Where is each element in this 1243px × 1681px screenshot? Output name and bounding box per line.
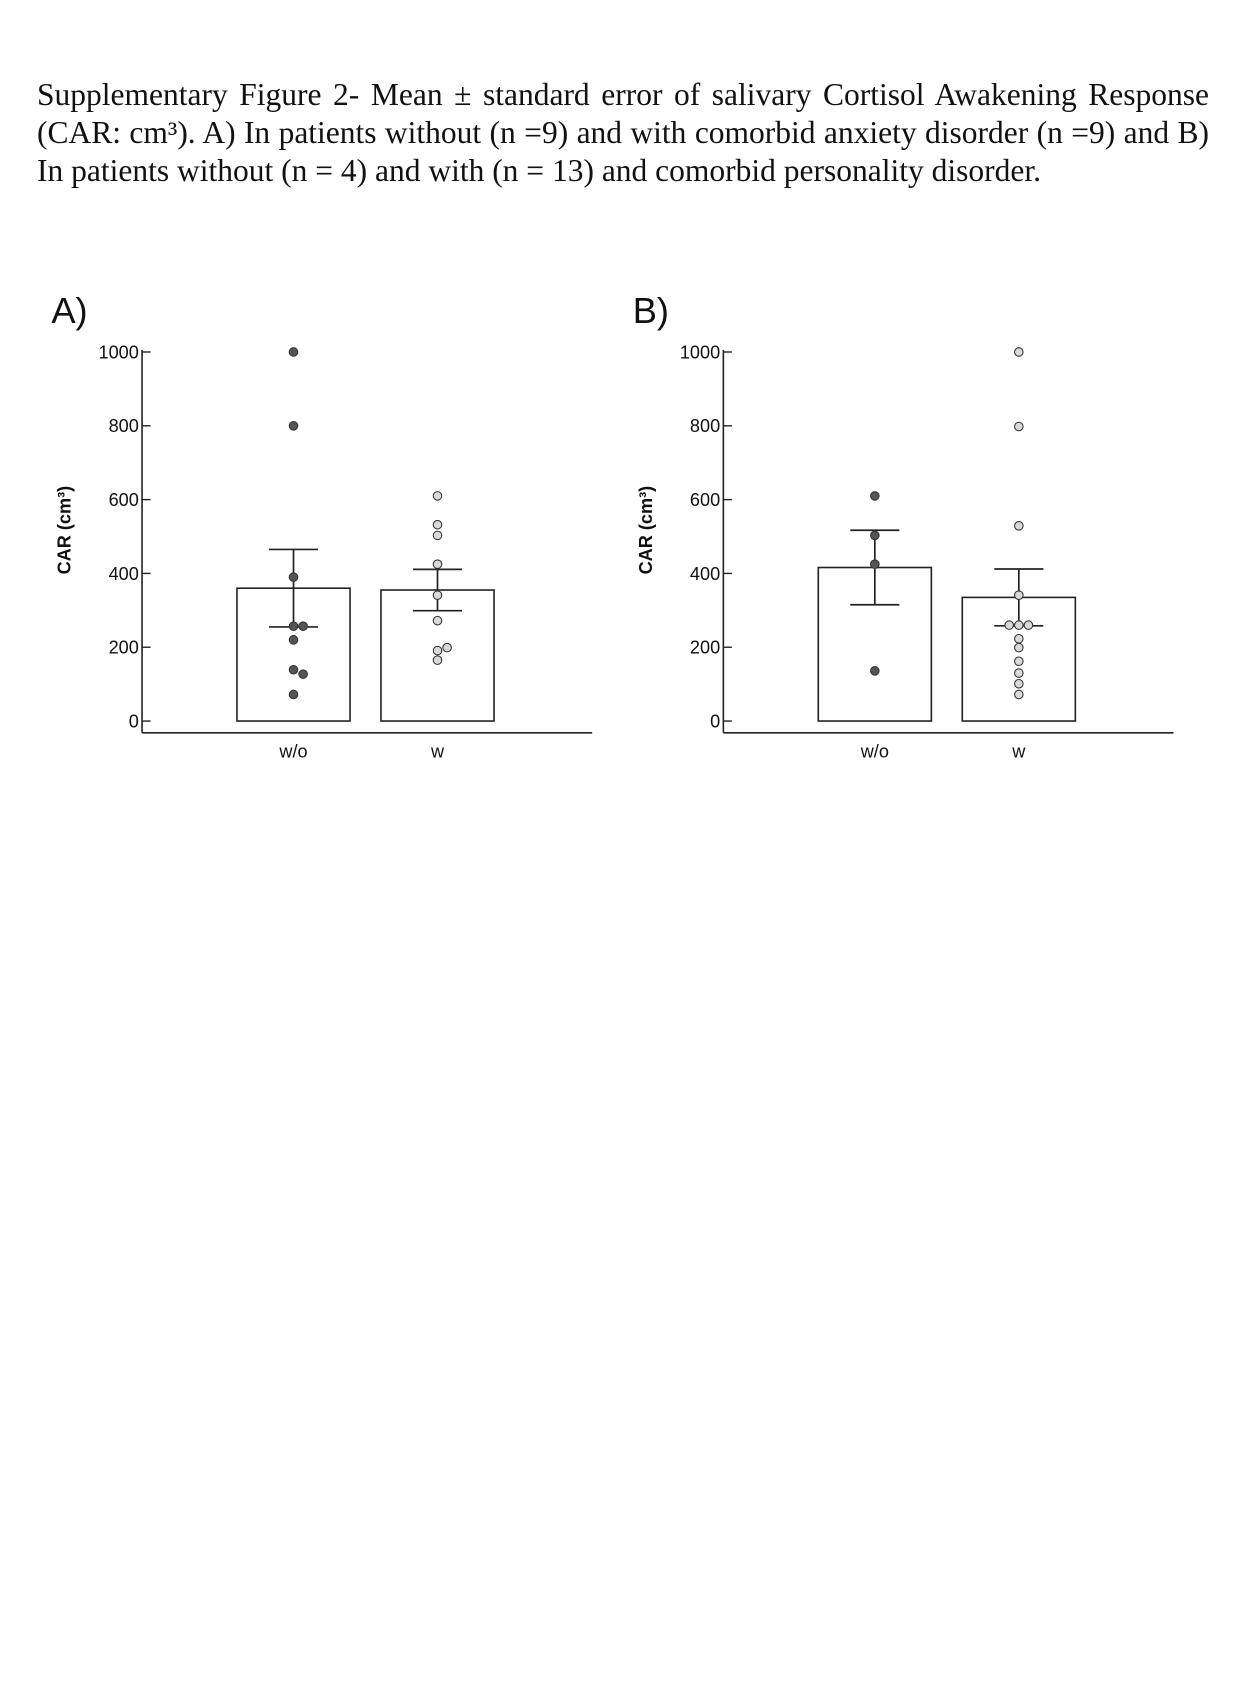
y-tick-label: 800 [690,416,720,436]
data-point [288,621,299,631]
data-point [298,621,308,631]
y-axis-label: CAR (cm³) [636,486,656,575]
x-tick-label: w [1011,741,1026,761]
data-point [432,559,443,569]
data-point [288,420,299,431]
data-point [1014,590,1024,600]
panel-label: B) [633,290,669,331]
data-point [870,559,880,569]
panel-label: A) [51,290,87,331]
data-point [432,491,443,501]
data-point [870,530,880,541]
y-tick-label: 600 [109,490,139,510]
data-point [1014,689,1024,700]
data-point [288,572,299,582]
data-point [432,645,443,656]
data-point [432,530,443,541]
data-point [1014,620,1024,630]
y-tick-label: 400 [109,564,139,584]
data-point [1014,656,1024,667]
data-point [1014,633,1024,644]
data-point [432,519,443,530]
y-tick-label: 1000 [99,342,139,362]
data-point [432,590,443,600]
y-tick-label: 200 [690,638,720,658]
y-tick-label: 0 [129,711,139,731]
data-point [298,669,308,679]
y-tick-label: 400 [690,564,720,584]
data-point [288,664,299,675]
data-point [870,491,880,501]
data-point [1004,620,1015,630]
y-axis-label: CAR (cm³) [55,486,75,575]
data-point [1014,678,1024,689]
y-tick-label: 200 [109,638,139,658]
data-point [432,655,443,665]
data-point [432,615,443,626]
x-tick-label: w/o [278,741,307,761]
caption: Supplementary Figure 2- Mean ± standard … [37,77,1209,188]
y-tick-label: 1000 [680,342,720,362]
data-point [1014,668,1024,678]
data-point [870,666,880,676]
data-point [1014,642,1024,653]
x-tick-label: w [430,741,445,761]
y-tick-label: 600 [690,490,720,510]
y-tick-label: 800 [109,416,139,436]
data-point [288,635,299,645]
error-bar [412,568,463,612]
data-point [442,642,452,653]
data-point [1023,620,1034,630]
data-point [288,689,299,700]
data-point [288,347,299,357]
x-tick-label: w/o [860,741,889,761]
data-point [1014,347,1024,357]
data-point [1014,521,1024,531]
data-point [1014,421,1024,432]
y-tick-label: 0 [710,711,720,731]
